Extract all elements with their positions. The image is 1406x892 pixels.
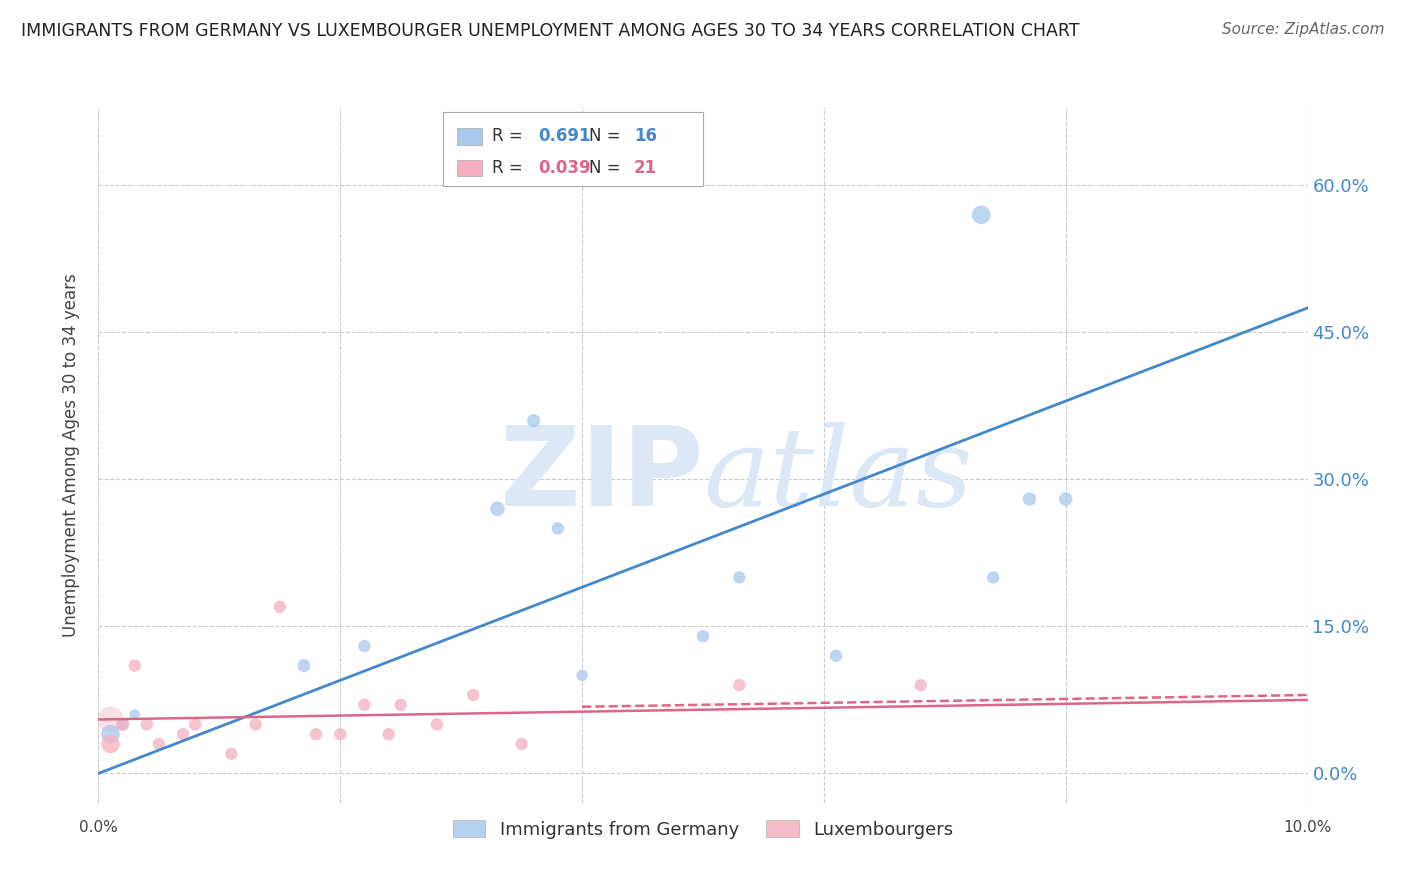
Point [269,599,291,614]
Text: 10.0%: 10.0% [1284,821,1331,836]
Text: 0.0%: 0.0% [79,821,118,836]
Point [510,737,533,751]
Point [292,658,315,673]
Point [463,688,485,702]
Text: atlas: atlas [703,422,973,530]
Point [353,639,375,653]
Point [111,717,134,731]
Point [184,717,207,731]
Point [981,570,1004,584]
Point [1018,491,1040,506]
Point [100,727,122,741]
Point [100,713,122,727]
Y-axis label: Unemployment Among Ages 30 to 34 years: Unemployment Among Ages 30 to 34 years [62,273,80,637]
Text: 0.039: 0.039 [538,159,591,177]
Point [728,678,751,692]
Point [245,717,267,731]
Text: 16: 16 [634,128,657,145]
Text: ZIP: ZIP [499,422,703,529]
Point [692,629,714,643]
Point [389,698,412,712]
Point [426,717,449,731]
Legend: Immigrants from Germany, Luxembourgers: Immigrants from Germany, Luxembourgers [446,814,960,846]
Point [124,658,146,673]
Point [172,727,194,741]
Point [111,717,134,731]
Text: N =: N = [589,128,626,145]
Text: Source: ZipAtlas.com: Source: ZipAtlas.com [1222,22,1385,37]
Text: 21: 21 [634,159,657,177]
Point [547,521,569,535]
Point [148,737,170,751]
Point [486,501,509,516]
Point [100,737,122,751]
Point [124,707,146,722]
Point [221,747,243,761]
Point [1054,491,1077,506]
Point [825,648,848,663]
Point [305,727,328,741]
Point [910,678,932,692]
Point [377,727,399,741]
Text: 0.691: 0.691 [538,128,591,145]
Point [728,570,751,584]
Text: R =: R = [492,159,529,177]
Point [523,414,546,428]
Text: N =: N = [589,159,626,177]
Point [571,668,593,682]
Point [329,727,352,741]
Point [135,717,157,731]
Point [353,698,375,712]
Text: R =: R = [492,128,529,145]
Text: IMMIGRANTS FROM GERMANY VS LUXEMBOURGER UNEMPLOYMENT AMONG AGES 30 TO 34 YEARS C: IMMIGRANTS FROM GERMANY VS LUXEMBOURGER … [21,22,1080,40]
Point [970,208,993,222]
